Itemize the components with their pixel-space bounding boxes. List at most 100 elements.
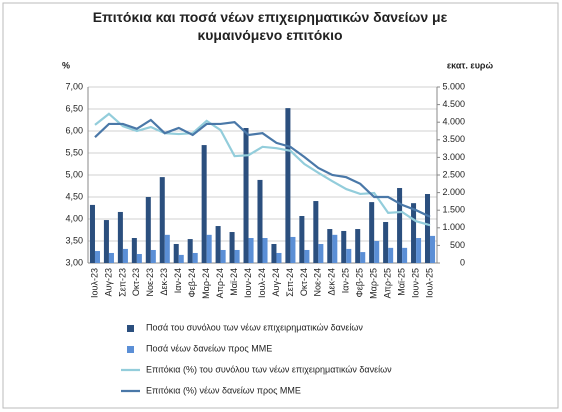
bar [94, 251, 101, 263]
y2-tick-label: 0 [460, 257, 465, 267]
x-tick-label: Δεκ-24 [327, 268, 337, 296]
y-tick-label: 3,50 [65, 235, 83, 245]
bar [374, 241, 380, 263]
bar [89, 204, 95, 263]
bar [136, 254, 142, 263]
bar [430, 235, 436, 263]
x-tick-label: Μαϊ-25 [396, 268, 406, 296]
x-tick-label: Μαρ-25 [369, 268, 379, 299]
bar [424, 194, 431, 263]
bar [397, 188, 403, 263]
y2-tick-label: 1.500 [442, 205, 465, 215]
x-tick-label: Ιουλ-23 [89, 268, 99, 298]
bar [229, 232, 235, 263]
y2-tick-label: 2.500 [442, 169, 465, 179]
legend-swatch [127, 325, 134, 332]
x-tick-label: Ιουλ-25 [424, 268, 434, 298]
x-tick-label: Οκτ-23 [131, 268, 141, 296]
x-tick-label: Οκτ-24 [299, 268, 309, 296]
y-tick-label: 6,00 [65, 125, 83, 135]
bar [145, 197, 151, 263]
y2-tick-label: 3.500 [442, 134, 465, 144]
bar [122, 248, 128, 263]
bar [173, 243, 179, 263]
x-tick-label: Αυγ-24 [271, 268, 281, 296]
bar [411, 203, 417, 263]
bar [201, 145, 207, 263]
bar [192, 252, 198, 263]
y2-tick-label: 3.000 [442, 152, 465, 162]
y-tick-label: 5,00 [65, 169, 83, 179]
bar [276, 252, 282, 263]
x-tick-label: Ιουλ-24 [257, 268, 267, 298]
y2-tick-label: 4.500 [442, 99, 465, 109]
x-tick-label: Μαϊ-24 [229, 268, 239, 296]
x-tick-label: Φεβ-24 [187, 268, 197, 297]
bar [243, 128, 249, 263]
bar [327, 229, 333, 263]
bar [159, 177, 165, 263]
line [94, 112, 431, 227]
y-tick-label: 7,00 [65, 81, 83, 91]
line [94, 118, 431, 218]
bar [257, 179, 263, 263]
bar [313, 201, 319, 263]
legend-label: Επιτόκια (%) του συνόλου των νέων επιχει… [146, 364, 392, 374]
y2-tick-label: 500 [450, 240, 465, 250]
bar [150, 249, 156, 263]
bar [234, 249, 240, 263]
x-tick-label: Σεπ-23 [117, 268, 127, 297]
bar [262, 238, 268, 263]
bar [271, 243, 277, 263]
y2-tick-label: 1.000 [442, 222, 465, 232]
bar [369, 202, 375, 263]
x-tick-label: Φεβ-25 [355, 268, 365, 297]
chart-title: Επιτόκια και ποσά νέων επιχειρηματικών δ… [92, 9, 448, 43]
x-tick-label: Νοε-24 [313, 268, 323, 297]
x-tick-label: Απρ-24 [215, 268, 225, 298]
x-tick-label: Νοε-23 [145, 268, 155, 297]
bar [341, 230, 347, 263]
x-tick-label: Μαρ-24 [201, 268, 211, 299]
y-tick-label: 3,00 [65, 257, 83, 267]
x-tick-label: Αυγ-23 [103, 268, 113, 296]
bar [206, 234, 212, 263]
x-tick-label: Ιαν-25 [341, 268, 351, 293]
bar [248, 238, 254, 263]
bar [108, 252, 114, 263]
frame [2, 2, 559, 409]
y2-axis-label: εκατ. ευρώ [447, 60, 494, 70]
y-tick-label: 4,50 [65, 191, 83, 201]
bar [299, 216, 305, 263]
bar [304, 249, 310, 263]
legend-label: Ποσά νέων δανείων προς ΜΜΕ [146, 343, 272, 353]
bar [416, 238, 422, 263]
x-tick-label: Ιουν-24 [243, 268, 253, 298]
bar [383, 221, 389, 263]
bar [402, 247, 408, 263]
bar [332, 234, 338, 263]
x-tick-label: Ιουν-25 [410, 268, 420, 298]
bar [178, 254, 184, 263]
y-axis-label: % [62, 60, 70, 70]
x-tick-label: Απρ-25 [383, 268, 393, 298]
legend-label: Επιτόκια (%) νέων δανείων προς ΜΜΕ [146, 385, 301, 395]
x-tick-label: Σεπ-24 [285, 268, 295, 297]
y2-tick-label: 5.000 [442, 81, 465, 91]
bar [290, 236, 296, 263]
bar [164, 234, 170, 263]
y-tick-label: 5,50 [65, 147, 83, 157]
x-tick-label: Ιαν-24 [173, 268, 183, 293]
bar [355, 229, 361, 263]
y-tick-label: 6,50 [65, 103, 83, 113]
legend-label: Ποσά του συνόλου των νέων επιχειρηματικώ… [146, 322, 363, 332]
x-tick-label: Δεκ-23 [159, 268, 169, 296]
bar [117, 211, 123, 263]
bar [220, 249, 226, 263]
bar [318, 243, 324, 263]
bar [215, 226, 221, 263]
bar [360, 252, 366, 263]
y2-tick-label: 2.000 [442, 187, 465, 197]
